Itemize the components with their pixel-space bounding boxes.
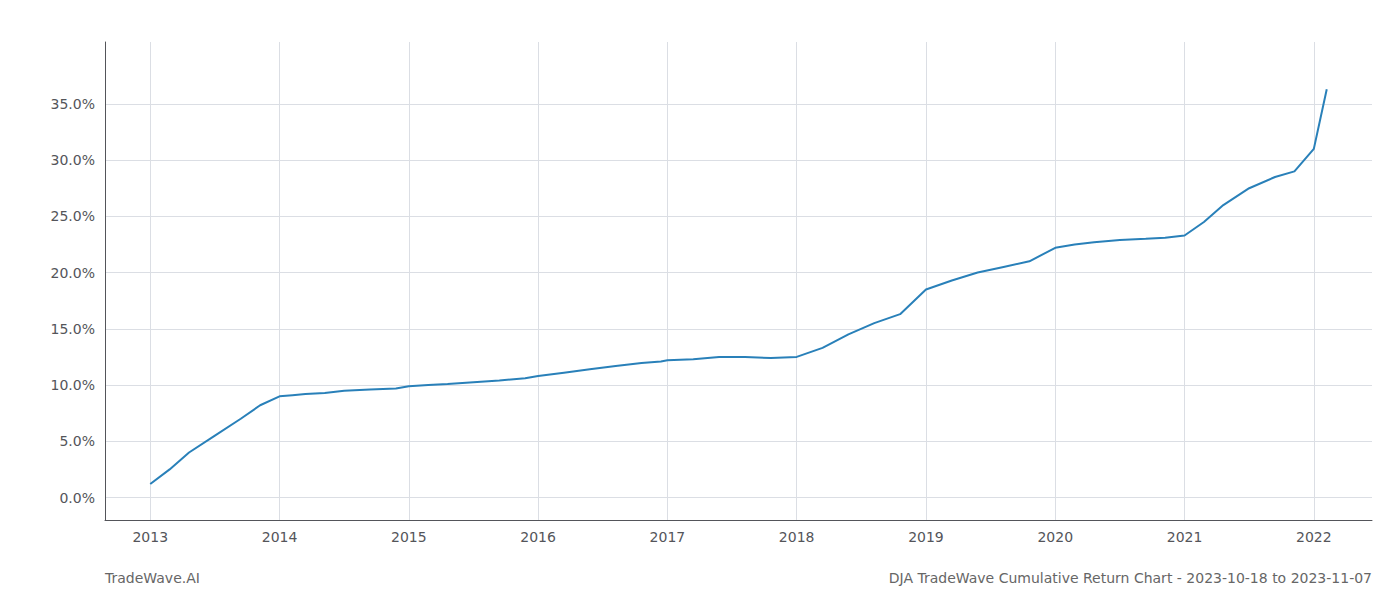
- svg-text:2013: 2013: [132, 529, 168, 545]
- svg-text:2014: 2014: [262, 529, 298, 545]
- svg-text:2015: 2015: [391, 529, 427, 545]
- svg-text:2017: 2017: [650, 529, 686, 545]
- svg-text:0.0%: 0.0%: [59, 490, 95, 506]
- svg-text:DJA TradeWave Cumulative Retur: DJA TradeWave Cumulative Return Chart - …: [889, 570, 1372, 586]
- svg-text:TradeWave.AI: TradeWave.AI: [104, 570, 200, 586]
- svg-text:5.0%: 5.0%: [59, 433, 95, 449]
- svg-text:2020: 2020: [1037, 529, 1073, 545]
- svg-text:35.0%: 35.0%: [51, 96, 95, 112]
- svg-text:15.0%: 15.0%: [51, 321, 95, 337]
- svg-text:20.0%: 20.0%: [51, 265, 95, 281]
- svg-text:30.0%: 30.0%: [51, 152, 95, 168]
- svg-text:2016: 2016: [520, 529, 556, 545]
- svg-text:10.0%: 10.0%: [51, 377, 95, 393]
- svg-text:2022: 2022: [1296, 529, 1332, 545]
- svg-text:2018: 2018: [779, 529, 815, 545]
- svg-text:2019: 2019: [908, 529, 944, 545]
- svg-text:25.0%: 25.0%: [51, 208, 95, 224]
- svg-text:2021: 2021: [1167, 529, 1203, 545]
